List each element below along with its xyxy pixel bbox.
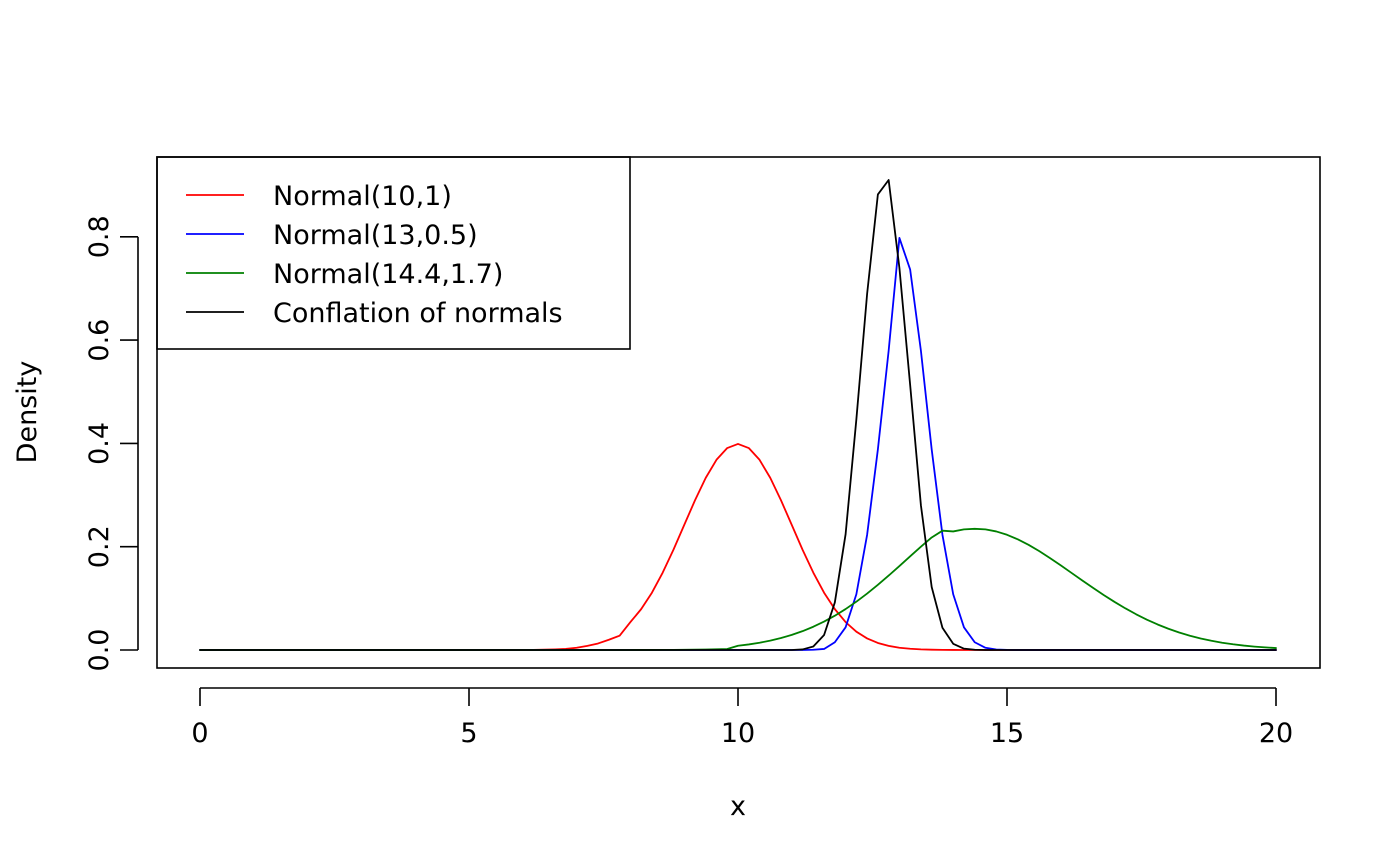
legend-label-4: Conflation of normals: [273, 298, 563, 329]
plot-area: [156, 156, 1321, 669]
x-axis-label: x: [730, 791, 746, 822]
legend-box: [156, 156, 631, 350]
y-tick-label: 0.0: [84, 629, 115, 672]
axes-layer: 0 5 10 15 20 0.0 0.2 0.4 0.6 0.8: [84, 215, 1293, 749]
legend-label-1: Normal(10,1): [273, 181, 452, 212]
x-tick-label: 20: [1259, 718, 1293, 749]
y-tick-label: 0.2: [84, 525, 115, 568]
y-axis-label: Density: [12, 361, 43, 464]
legend-label-3: Normal(14.4,1.7): [273, 259, 503, 290]
y-tick-label: 0.8: [84, 215, 115, 258]
series-line-4: [199, 179, 1277, 651]
x-tick-label: 5: [460, 718, 477, 749]
y-tick-label: 0.4: [84, 422, 115, 465]
legend-label-2: Normal(13,0.5): [273, 220, 478, 251]
x-tick-label: 15: [990, 718, 1024, 749]
plot-frame: [156, 156, 1321, 669]
x-tick-label: 10: [721, 718, 755, 749]
series-layer: [199, 179, 1277, 651]
x-tick-label: 0: [191, 718, 208, 749]
y-tick-label: 0.6: [84, 319, 115, 362]
legend: Normal(10,1) Normal(13,0.5) Normal(14.4,1.…: [156, 156, 631, 350]
